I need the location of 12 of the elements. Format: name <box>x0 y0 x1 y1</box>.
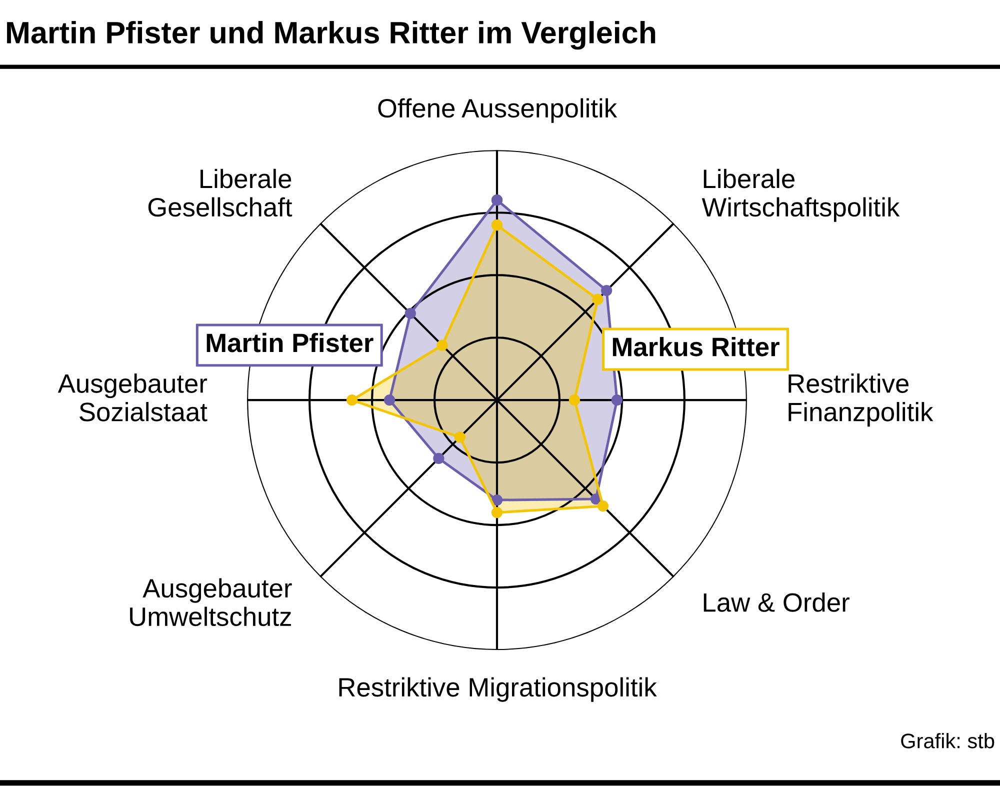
text: Grafik: stb <box>901 733 994 748</box>
spoke-label: Ausgebauter Umweltschutz <box>130 578 292 626</box>
spoke-label: Liberale Wirtschaftspolitik <box>702 168 900 222</box>
series-label: Markus Ritter <box>612 336 780 356</box>
spoke-label: Offene Aussenpolitik <box>378 98 618 123</box>
spoke-label: Restriktive Migrationspolitik <box>339 677 657 702</box>
spoke-label: Law & Order <box>704 592 850 612</box>
spoke-label: Restriktive Finanzpolitik <box>788 374 934 427</box>
spoke-label: Liberale Gesellschaft <box>148 168 292 217</box>
chart-title: Martin Pfister und Markus Ritter im Vergleich <box>7 21 656 50</box>
series-label: Martin Pfister <box>206 332 374 352</box>
spoke-label: Ausgebauter Sozialstaat <box>58 374 208 422</box>
